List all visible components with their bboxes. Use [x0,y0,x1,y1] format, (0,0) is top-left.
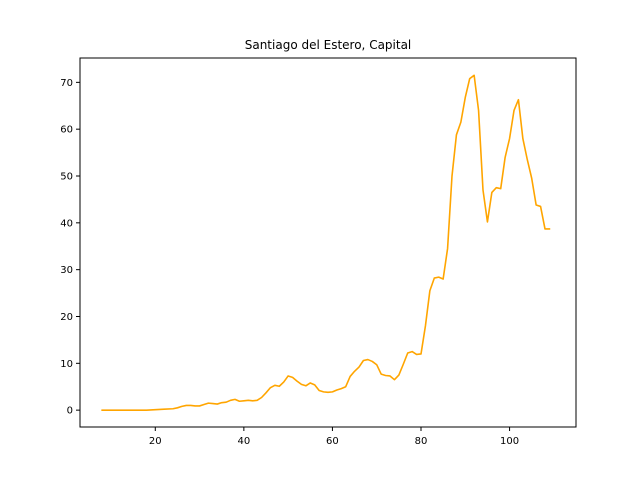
y-tick-label: 40 [60,218,73,229]
x-tick-label: 100 [500,436,519,447]
y-tick-label: 50 [60,172,73,183]
x-tick-label: 20 [149,436,162,447]
series-line-0 [101,74,551,411]
y-tick-label: 0 [67,406,73,417]
y-tick-label: 10 [60,359,73,370]
y-tick-label: 20 [60,312,73,323]
plot-frame [79,57,577,428]
y-tick-label: 30 [60,265,73,276]
y-tick-label: 70 [60,78,73,89]
x-tick-label: 80 [415,436,428,447]
x-axis: 20 40 60 80 100 [149,427,519,447]
plot-content [101,74,551,411]
y-tick-label: 60 [60,125,73,136]
x-tick-label: 60 [326,436,339,447]
chart-title: Santiago del Estero, Capital [245,38,412,52]
x-tick-label: 40 [237,436,250,447]
y-axis: 0 10 20 30 40 50 60 70 [60,78,80,417]
